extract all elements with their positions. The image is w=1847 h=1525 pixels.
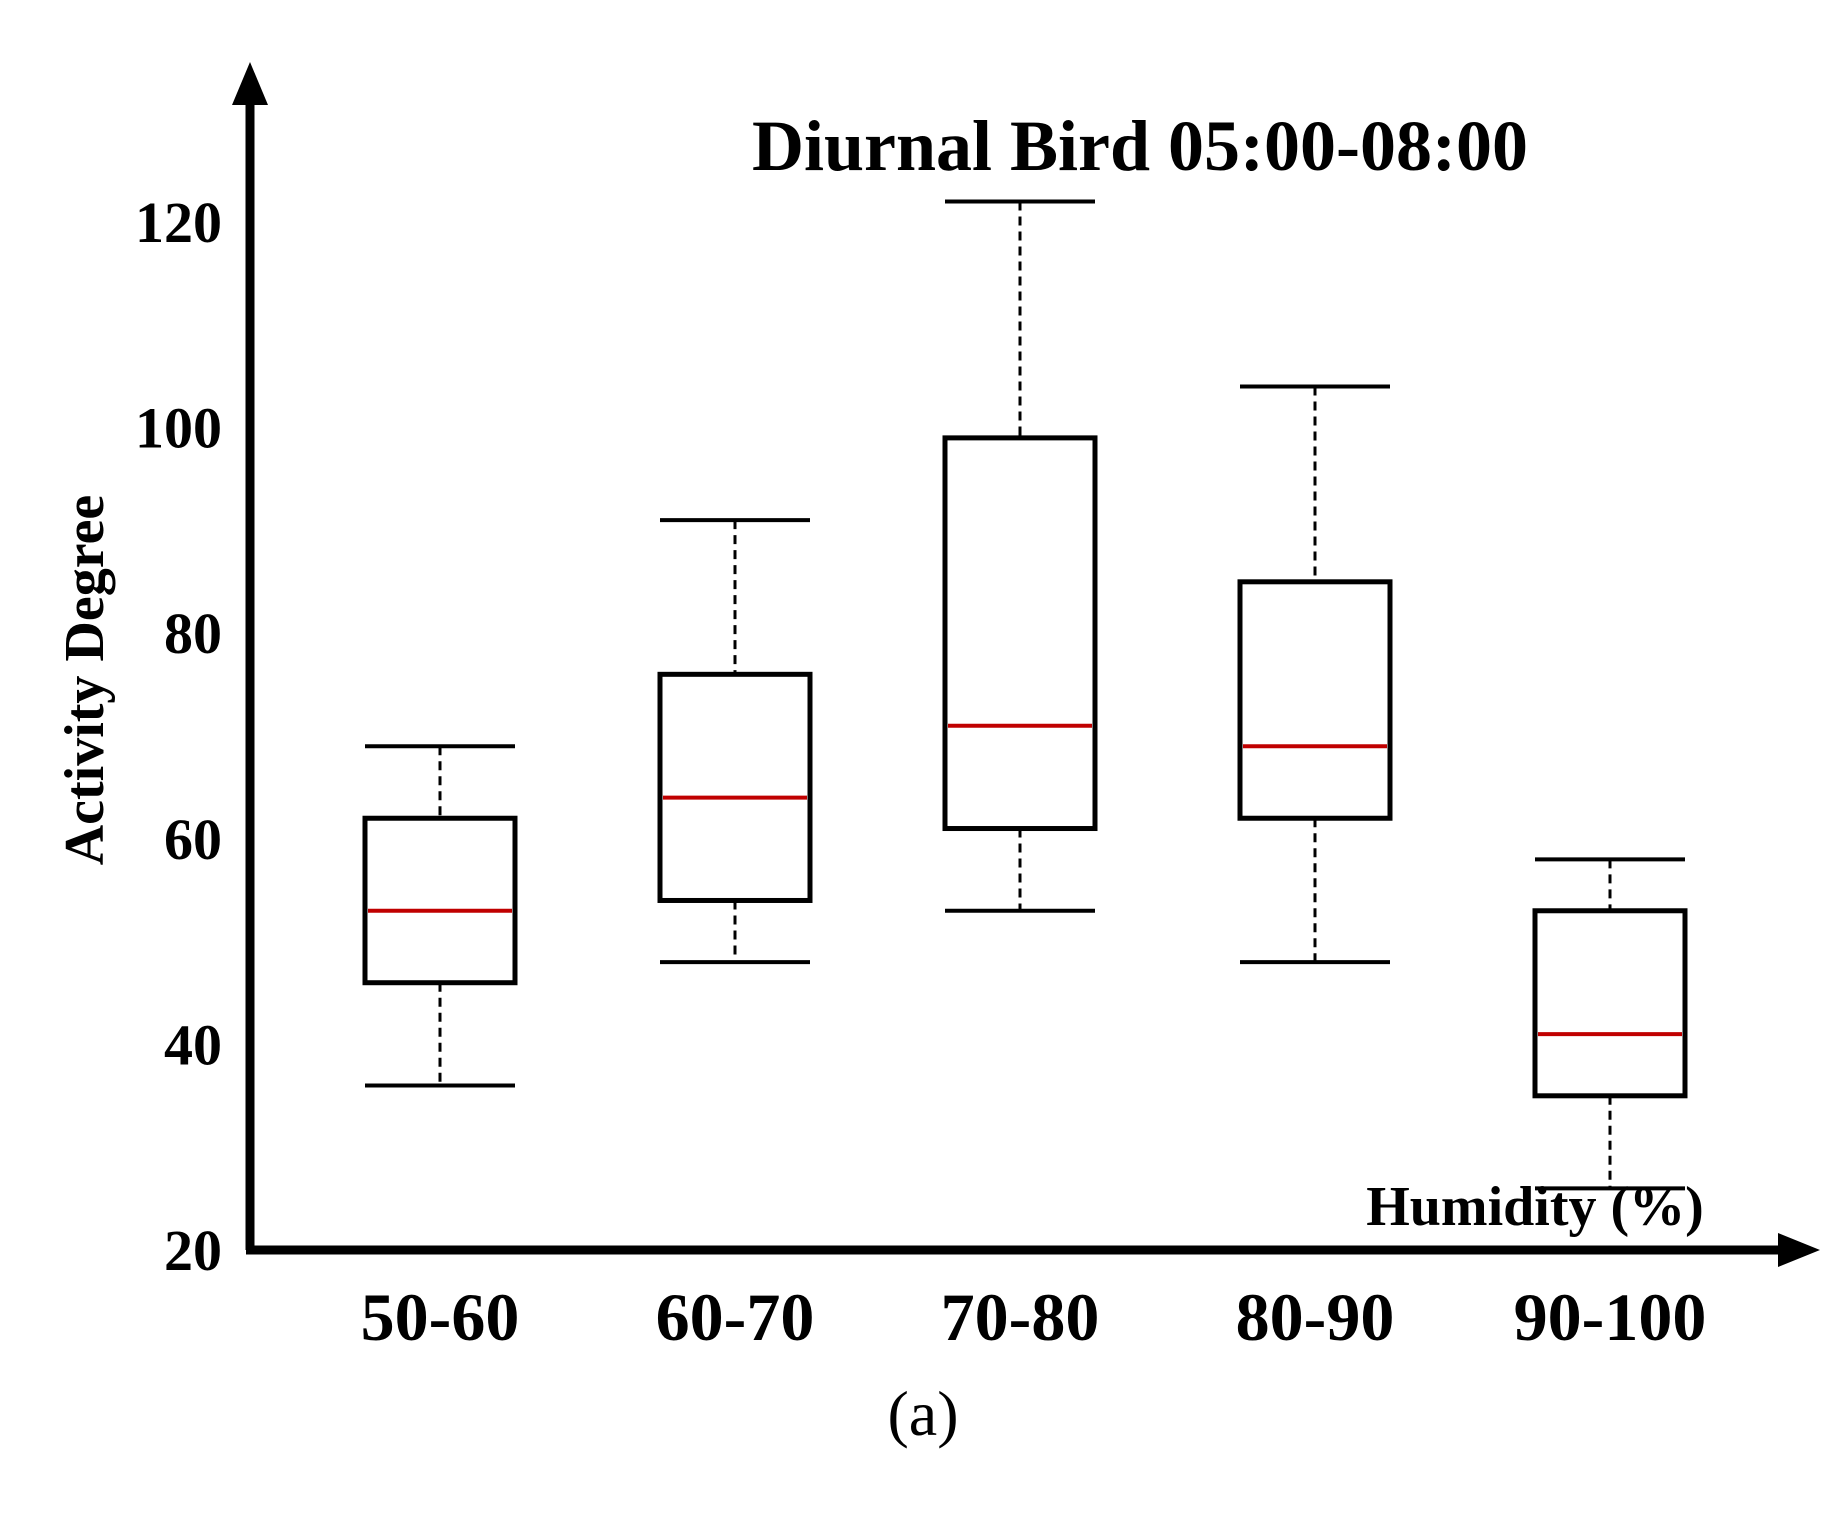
x-axis-arrow	[1778, 1233, 1820, 1267]
box-70-80	[942, 199, 1098, 913]
y-tick-label: 80	[164, 601, 222, 666]
iqr-box	[942, 435, 1098, 832]
y-tick-label: 100	[135, 396, 222, 461]
iqr-box	[1532, 908, 1688, 1099]
x-tick-label: 80-90	[1236, 1279, 1395, 1355]
panel-label: (a)	[887, 1378, 958, 1449]
iqr-box	[657, 671, 813, 903]
x-tick-label: 70-80	[941, 1279, 1100, 1355]
y-tick-label: 60	[164, 807, 222, 872]
iqr-box	[362, 815, 518, 986]
boxes	[362, 199, 1688, 1191]
box-50-60	[362, 744, 518, 1088]
box-90-100	[1532, 857, 1688, 1191]
y-tick-label: 120	[135, 190, 222, 255]
box-60-70	[657, 518, 813, 965]
x-tick-label: 50-60	[361, 1279, 520, 1355]
box-80-90	[1237, 384, 1393, 965]
x-tick-label: 60-70	[656, 1279, 815, 1355]
x-axis-label: Humidity (%)	[1366, 1176, 1704, 1238]
x-tick-label: 90-100	[1514, 1279, 1707, 1355]
y-tick-label: 40	[164, 1012, 222, 1077]
chart-title: Diurnal Bird 05:00-08:00	[752, 106, 1528, 186]
axes	[232, 62, 1820, 1267]
iqr-box	[1237, 579, 1393, 821]
y-axis-arrow	[232, 62, 268, 105]
y-tick-label: 20	[164, 1218, 222, 1283]
x-tick-labels: 50-60 60-70 70-80 80-90 90-100	[361, 1279, 1707, 1355]
y-axis-label: Activity Degree	[54, 495, 116, 866]
y-tick-labels: 20 40 60 80 100 120	[135, 190, 222, 1283]
